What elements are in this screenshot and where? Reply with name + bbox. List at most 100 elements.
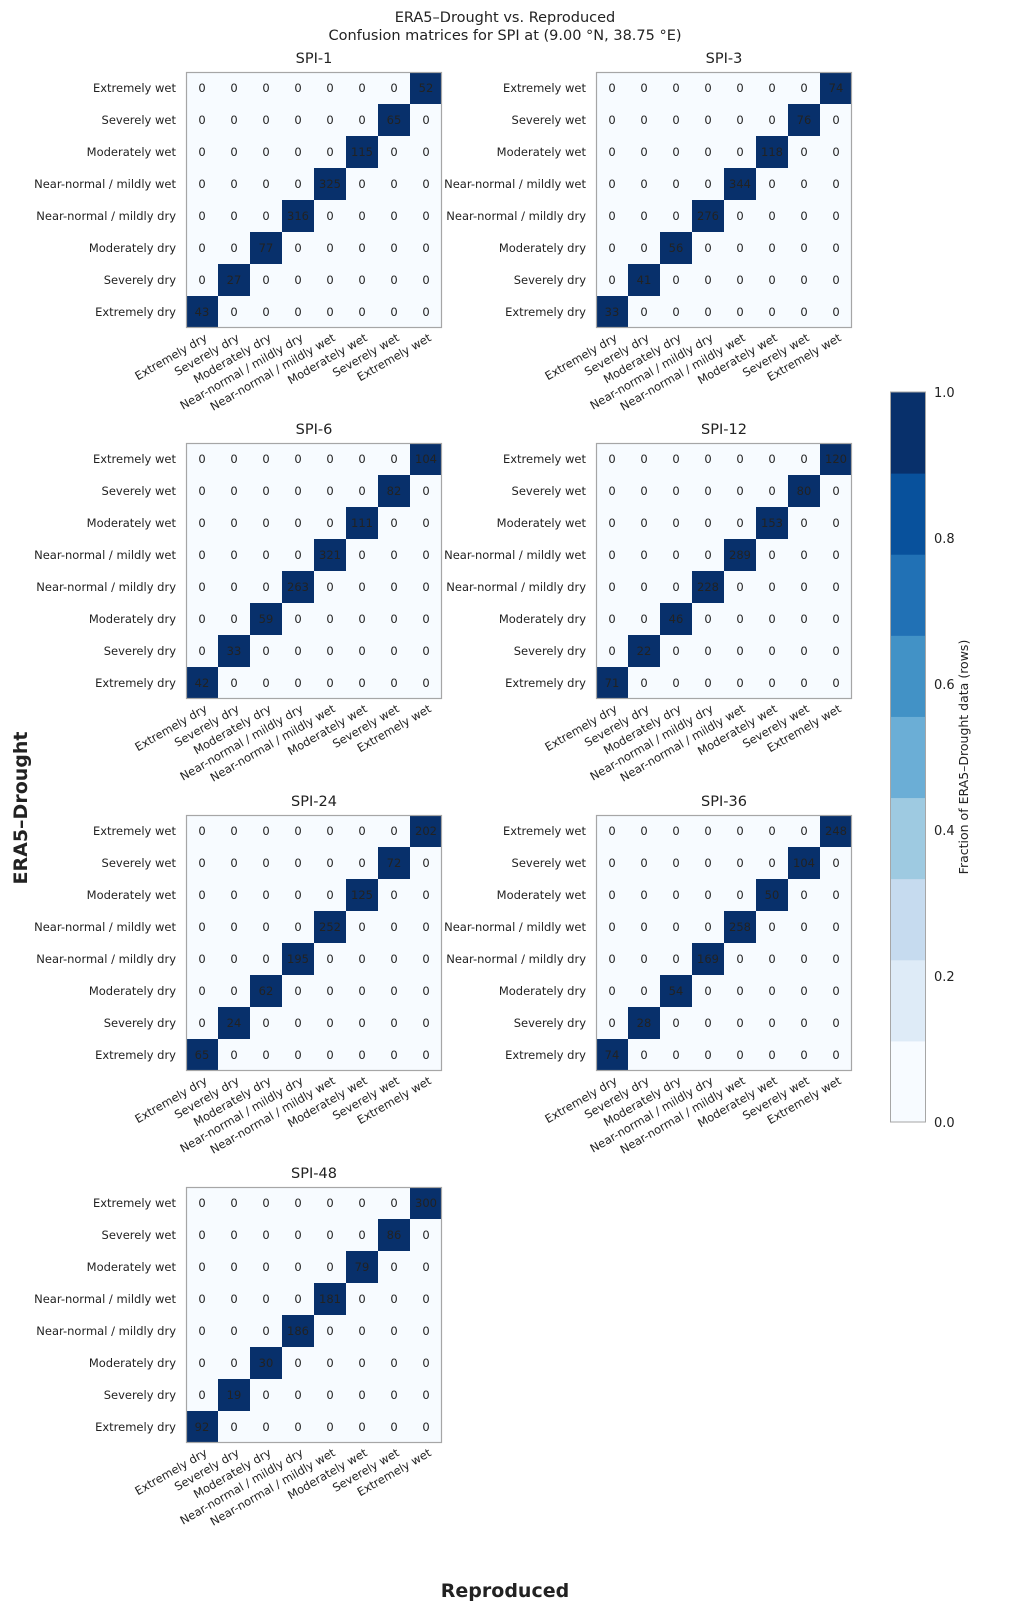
cell-value-label: 0 [672,920,679,934]
y-tick-label: Extremely dry [95,676,176,690]
matrix-cell [692,1039,724,1071]
y-tick-label: Severely wet [512,856,587,870]
cell-value-label: 0 [608,145,615,159]
cell-value-label: 0 [672,145,679,159]
cell-value-label: 0 [326,1420,333,1434]
matrix-cell [186,1379,218,1411]
cell-value-label: 0 [672,113,679,127]
matrix-cell [378,507,410,539]
y-tick-label: Severely dry [104,644,176,658]
matrix-cell [314,1315,346,1347]
cell-value-label: 0 [326,305,333,319]
matrix-cell [250,136,282,168]
matrix-cell [218,815,250,847]
matrix-cell [660,975,692,1007]
cell-value-label: 24 [227,1016,242,1030]
matrix-cell [410,1007,442,1039]
cell-value-label: 74 [605,1048,620,1062]
colorbar-segment [890,392,926,474]
matrix-cell [410,1187,442,1219]
matrix-cell [788,943,820,975]
cell-value-label: 0 [608,177,615,191]
matrix-cell [692,296,724,328]
colorbar-tick-label: 0.8 [934,532,955,547]
cell-value-label: 0 [608,113,615,127]
cell-value-label: 0 [390,1016,397,1030]
y-tick-label: Severely dry [514,644,586,658]
cell-value-label: 0 [422,241,429,255]
cell-value-label: 0 [390,1260,397,1274]
cell-value-label: 0 [704,177,711,191]
cell-value-label: 0 [736,516,743,530]
matrix-cell [756,815,788,847]
cell-value-label: 0 [294,484,301,498]
matrix-cell [596,539,628,571]
cell-value-label: 0 [800,888,807,902]
cell-value-label: 0 [294,548,301,562]
cell-value-label: 0 [800,273,807,287]
matrix-cell [596,815,628,847]
matrix-cell [756,200,788,232]
cell-value-label: 0 [262,1324,269,1338]
matrix-cell [788,296,820,328]
matrix-cell [724,296,756,328]
y-tick-label: Severely dry [514,273,586,287]
matrix-cell [282,571,314,603]
matrix-cell [282,603,314,635]
y-tick-label: Extremely wet [503,81,587,95]
cell-value-label: 0 [608,273,615,287]
cell-value-label: 0 [672,856,679,870]
cell-value-label: 300 [415,1196,437,1210]
cell-value-label: 316 [287,209,309,223]
cell-value-label: 0 [768,824,775,838]
panel-title: SPI-1 [296,51,333,67]
matrix-cell [596,635,628,667]
matrix-cell [282,475,314,507]
matrix-cell [186,1187,218,1219]
cell-value-label: 0 [294,644,301,658]
cell-value-label: 0 [294,516,301,530]
matrix-cell [692,168,724,200]
cell-value-label: 0 [390,1292,397,1306]
matrix-cell [628,815,660,847]
matrix-cell [820,264,852,296]
cell-value-label: 0 [294,81,301,95]
matrix-cell [282,635,314,667]
cell-value-label: 0 [704,452,711,466]
matrix-cell [788,136,820,168]
matrix-cell [218,1251,250,1283]
matrix-cell [218,571,250,603]
matrix-cell [756,571,788,603]
cell-value-label: 0 [640,241,647,255]
cell-value-label: 0 [390,145,397,159]
cell-value-label: 0 [326,612,333,626]
cell-value-label: 0 [736,81,743,95]
matrix-cell [314,104,346,136]
matrix-cell [788,635,820,667]
matrix-cell [596,136,628,168]
cell-value-label: 0 [294,1048,301,1062]
cell-value-label: 0 [672,273,679,287]
matrix-cell [346,1187,378,1219]
cell-value-label: 0 [294,856,301,870]
matrix-cell [756,635,788,667]
y-axis-label: ERA5–Drought [10,732,32,885]
cell-value-label: 0 [422,580,429,594]
matrix-cell [314,635,346,667]
cell-value-label: 0 [326,484,333,498]
cell-value-label: 0 [230,1048,237,1062]
matrix-cell [756,911,788,943]
cell-value-label: 0 [262,580,269,594]
cell-value-label: 0 [390,580,397,594]
cell-value-label: 0 [326,1356,333,1370]
cell-value-label: 0 [262,1016,269,1030]
matrix-cell [346,1283,378,1315]
cell-value-label: 0 [768,305,775,319]
matrix-cell [218,603,250,635]
panel-title: SPI-24 [291,794,337,810]
cell-value-label: 0 [768,1016,775,1030]
cell-value-label: 0 [326,676,333,690]
matrix-cell [186,603,218,635]
matrix-cell [346,667,378,699]
cell-value-label: 0 [230,920,237,934]
